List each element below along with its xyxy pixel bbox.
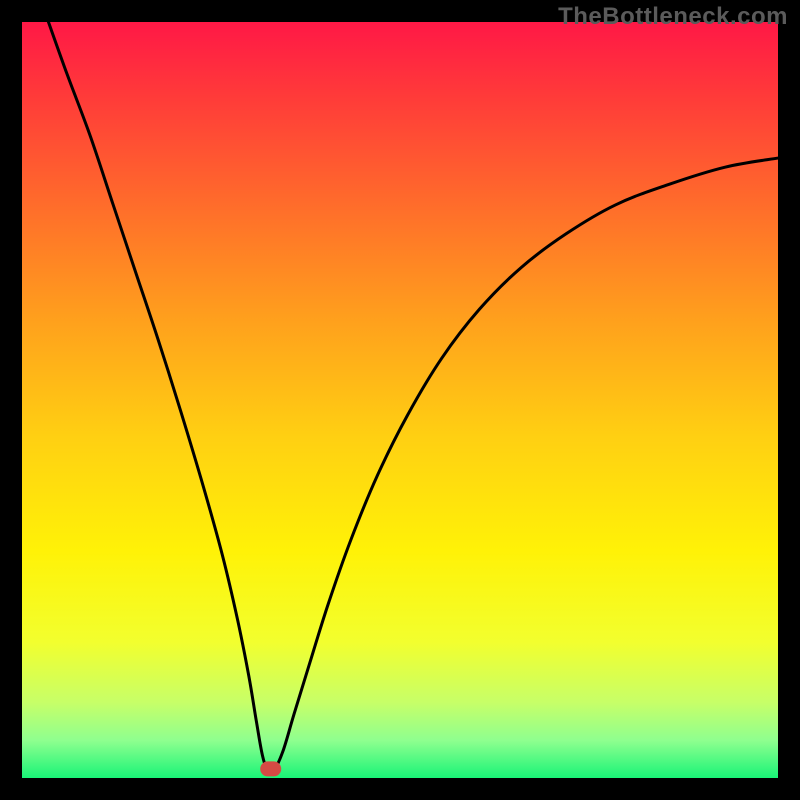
chart-svg-layer xyxy=(0,0,800,800)
watermark-text: TheBottleneck.com xyxy=(558,3,788,31)
bottleneck-curve xyxy=(48,22,778,773)
chart-root: TheBottleneck.com xyxy=(0,0,800,800)
optimum-marker xyxy=(261,762,281,776)
